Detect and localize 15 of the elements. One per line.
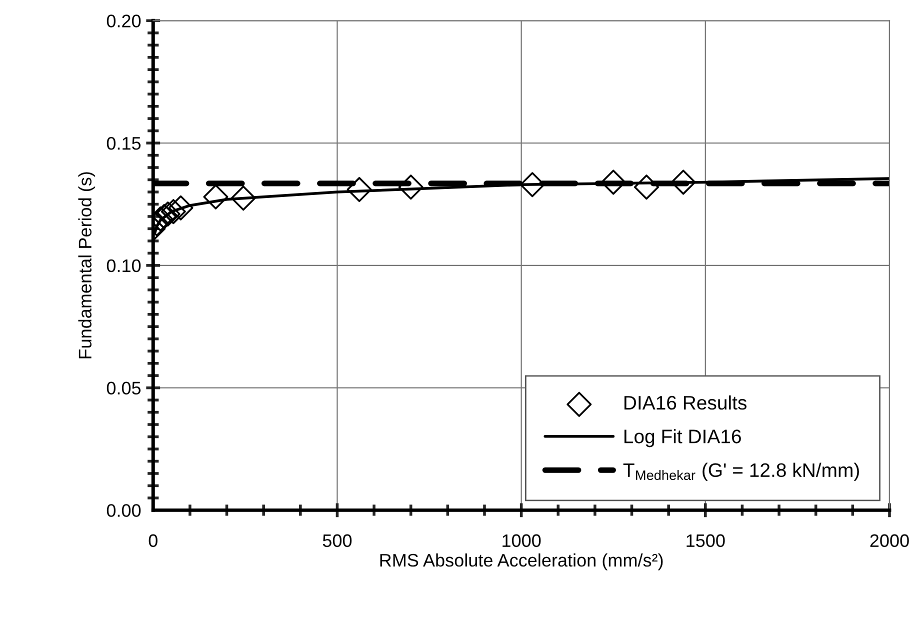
- y-tick-label: 0.15: [106, 136, 141, 150]
- y-tick-label: 0.00: [106, 504, 141, 517]
- x-tick-label: 1000: [502, 534, 541, 548]
- legend-label: Log Fit DIA16: [624, 429, 741, 448]
- x-tick-label: 0: [148, 534, 158, 548]
- y-axis-title: Fundamental Period (s): [78, 172, 96, 358]
- x-tick-label: 500: [322, 534, 352, 548]
- y-tick-label: 0.20: [106, 14, 141, 28]
- x-axis-title: RMS Absolute Acceleration (mm/s²): [380, 553, 663, 570]
- y-tick-label: 0.05: [106, 382, 141, 395]
- x-tick-label: 2000: [870, 534, 909, 548]
- y-tick-label: 0.10: [106, 259, 141, 272]
- legend-label: T$_{Medhekar}$ (G' = 12.8 kN/mm): [623, 462, 859, 481]
- x-tick-label: 1500: [686, 534, 725, 548]
- legend-label: DIA16 Results: [624, 395, 746, 410]
